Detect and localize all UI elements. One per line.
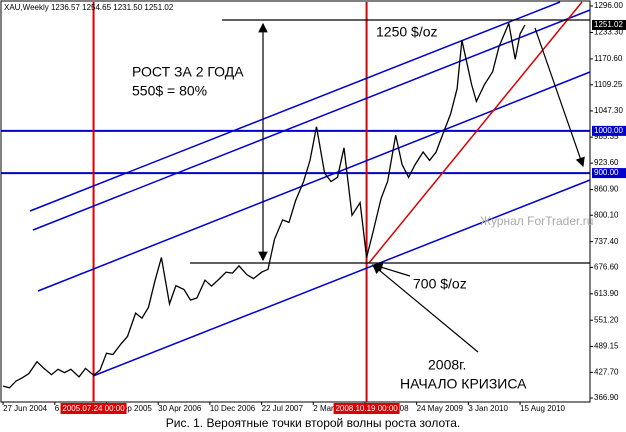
level-label: 900.00 (594, 168, 619, 177)
x-tick-label: 27 Jun 2004 (3, 404, 48, 413)
event-label-box (60, 403, 127, 414)
caption: Рис. 1. Вероятные точки второй волны рос… (166, 416, 461, 430)
y-tick-label: 1170.60 (594, 54, 623, 63)
pointer-arrow (372, 262, 411, 277)
y-tick-label: 366.90 (594, 393, 619, 402)
pointer-arrow (372, 264, 479, 353)
event-label: 2008.10.19 00:00 (335, 404, 398, 413)
annotation: 1250 $/oz (376, 24, 438, 40)
last-price-label: 1251.02 (594, 20, 623, 29)
x-tick-label: 18 Sep 2005 (106, 404, 152, 413)
annotation: 700 $/oz (413, 276, 467, 292)
annotation: НАЧАЛО КРИЗИСА (400, 376, 527, 392)
y-tick-label: 676.60 (594, 262, 619, 271)
red-trend-line (368, 1, 583, 264)
annotation: 550$ = 80% (132, 83, 207, 99)
x-tick-label: 22 Jul 2007 (262, 404, 304, 413)
x-tick-label: 10 Dec 2006 (210, 404, 256, 413)
event-label: 2005.07.24 00:00 (62, 404, 125, 413)
y-tick-label: 1109.25 (594, 80, 623, 89)
layer (1, 2, 590, 402)
header: XAU,Weekly 1236.57 1254.65 1231.50 1251.… (4, 3, 174, 12)
channel-line (29, 1, 561, 212)
y-tick-label: 800.10 (594, 210, 619, 219)
y-tick-label: 1233.30 (594, 28, 623, 37)
y-tick-label: 427.70 (594, 367, 619, 376)
y-tick-label: 1296.00 (594, 1, 623, 10)
watermark: Журнал ForTrader.ru (480, 214, 593, 228)
level-label-box (592, 125, 626, 136)
y-tick-label: 923.60 (594, 158, 619, 167)
y-tick-label: 489.15 (594, 342, 619, 351)
y-tick-label: 985.35 (594, 132, 619, 141)
forecast-arrow (534, 27, 585, 168)
y-tick-label: 860.90 (594, 185, 619, 194)
channel-line (37, 71, 591, 292)
x-tick-label: 30 Apr 2006 (158, 404, 202, 413)
price-line (2, 21, 526, 389)
annotation: РОСТ ЗА 2 ГОДА (132, 64, 244, 80)
level-label: 1000.00 (594, 126, 623, 135)
y-tick-label: 737.40 (594, 237, 619, 246)
annotation: 2008г. (428, 357, 466, 373)
level-label-box (592, 168, 626, 179)
x-tick-label: 3 Jan 2010 (468, 404, 508, 413)
channel-line (32, 9, 591, 231)
y-tick-label: 1047.30 (594, 106, 623, 115)
last-price-box (592, 19, 626, 30)
y-tick-label: 613.90 (594, 289, 619, 298)
x-tick-label: 15 Aug 2010 (520, 404, 565, 413)
channel-line (92, 179, 591, 377)
event-label-box (333, 403, 400, 414)
y-tick-label: 551.20 (594, 315, 619, 324)
annotation-lines (190, 19, 590, 353)
trend-lines (29, 1, 591, 377)
x-tick-label: 24 May 2009 (417, 404, 464, 413)
